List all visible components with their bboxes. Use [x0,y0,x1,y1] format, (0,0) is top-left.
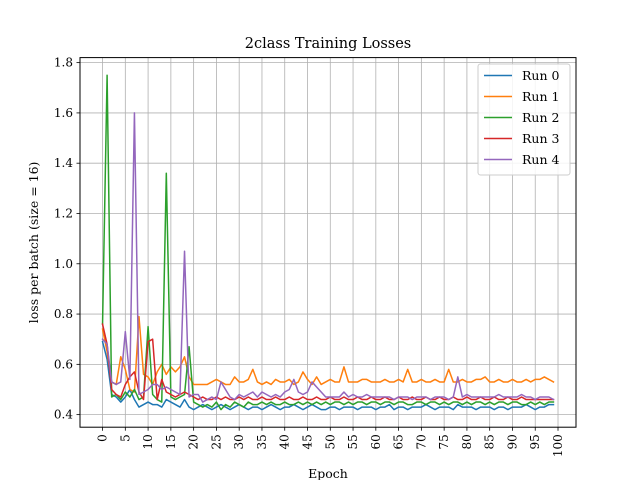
legend-label: Run 2 [522,110,559,125]
y-tick-label: 0.8 [54,307,73,321]
x-tick-label: 10 [141,434,155,449]
legend: Run 0 Run 1 Run 2 Run 3 Run 4 [477,63,571,176]
x-tick-label: 85 [483,434,497,449]
y-tick-label: 1.8 [54,56,73,70]
series-line-run-1 [101,315,555,393]
y-axis-ticks: 0.4 0.6 0.8 1.0 1.2 1.4 1.6 1.8 [54,56,80,422]
x-tick-label: 70 [414,434,428,449]
plot-frame [79,57,577,428]
y-tick-label: 0.6 [54,357,73,371]
x-tick-label: 0 [96,434,110,442]
series-line-run-2 [101,74,555,411]
x-tick-label: 30 [232,434,246,449]
x-tick-label: 95 [528,434,542,449]
x-tick-label: 20 [187,434,201,449]
y-tick-label: 1.6 [54,106,73,120]
legend-label: Run 4 [522,152,559,167]
y-tick-label: 1.4 [54,156,73,170]
chart-title: 2class Training Losses [245,36,411,52]
x-tick-label: 15 [164,434,178,449]
y-tick-label: 1.2 [54,206,73,220]
grid [80,57,576,428]
x-tick-label: 80 [460,434,474,449]
legend-label: Run 1 [522,89,559,104]
x-tick-label: 50 [323,434,337,449]
x-axis-ticks: 0 5 10 15 20 25 30 35 40 45 50 55 60 65 70 75 80 85 90 95 10… [96,427,565,457]
x-tick-label: 5 [118,434,132,442]
legend-label: Run 0 [522,68,559,83]
y-axis-label: loss per batch (size = 16) [26,162,41,324]
x-tick-label: 90 [505,434,519,449]
x-tick-label: 60 [369,434,383,449]
series-line-run-0 [101,340,555,411]
x-tick-label: 35 [255,434,269,449]
x-tick-label: 65 [392,434,406,449]
x-axis-label: Epoch [308,466,348,480]
y-tick-label: 0.4 [54,408,73,422]
x-tick-label: 100 [551,434,565,457]
series-lines [101,74,555,411]
legend-box [477,63,571,176]
series-line-run-3 [101,323,555,401]
x-tick-label: 55 [346,434,360,449]
x-tick-label: 75 [437,434,451,449]
x-tick-label: 45 [301,434,315,449]
series-line-run-4 [101,112,555,403]
x-tick-label: 40 [278,434,292,449]
legend-label: Run 3 [522,131,559,146]
x-tick-label: 25 [209,434,223,449]
y-tick-label: 1.0 [54,257,73,271]
